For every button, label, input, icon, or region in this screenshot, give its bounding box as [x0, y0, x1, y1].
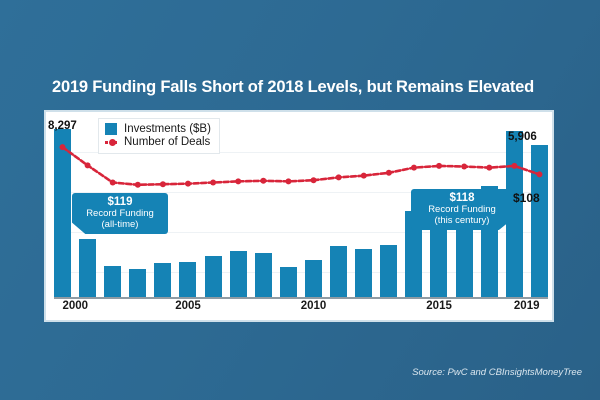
gridline — [54, 272, 548, 273]
bar — [179, 261, 197, 297]
page-title: 2019 Funding Falls Short of 2018 Levels,… — [52, 78, 535, 96]
bar — [129, 268, 147, 297]
line-marker — [385, 169, 392, 176]
legend-item-investments: Investments ($B) — [105, 123, 211, 135]
bar — [104, 266, 122, 297]
line-marker — [461, 163, 468, 170]
line-marker — [185, 180, 192, 187]
deals-end-value-label: 5,906 — [508, 131, 537, 143]
line-marker — [511, 162, 518, 169]
line-marker — [486, 164, 493, 171]
legend-label-deals: Number of Deals — [124, 136, 211, 148]
line-marker — [436, 162, 443, 169]
callout-value: $118 — [449, 192, 475, 204]
bar — [380, 244, 398, 297]
bar — [204, 256, 222, 297]
x-axis-labels: 2000 2005 2010 2015 2019 — [54, 300, 548, 318]
bar — [355, 249, 373, 297]
x-tick-label: 2005 — [175, 300, 201, 312]
line-marker — [109, 179, 116, 186]
bar — [279, 267, 297, 297]
line-marker — [260, 177, 267, 184]
legend-item-deals: Number of Deals — [105, 136, 211, 148]
line-marker — [84, 162, 91, 169]
line-marker — [285, 178, 292, 185]
bar — [505, 130, 523, 297]
bar — [154, 263, 172, 297]
bar — [304, 260, 322, 297]
deals-start-value-label: 8,297 — [48, 120, 77, 132]
bar — [229, 250, 247, 297]
last-bar-value-label: $108 — [513, 191, 540, 205]
line-marker — [235, 178, 242, 185]
bar — [530, 144, 548, 297]
x-axis-line — [54, 297, 548, 299]
x-tick-label: 2010 — [300, 300, 327, 312]
line-marker — [360, 172, 367, 179]
x-tick-label: 2019 — [513, 300, 540, 312]
legend-label-investments: Investments ($B) — [124, 123, 211, 135]
bar — [330, 246, 348, 297]
line-marker — [59, 144, 66, 151]
line-marker — [410, 164, 417, 171]
x-tick-label: 2015 — [426, 300, 452, 312]
bar — [405, 211, 423, 297]
bar — [254, 253, 272, 297]
callout-line1: Record Funding — [86, 207, 154, 219]
line-marker — [159, 181, 166, 188]
callout-value: $119 — [107, 196, 133, 208]
line-marker — [310, 177, 317, 184]
bar — [79, 239, 97, 297]
callout-line2: (all-time) — [101, 218, 139, 230]
line-marker — [536, 171, 543, 178]
gridline — [54, 192, 548, 193]
chart-legend: Investments ($B) Number of Deals — [98, 118, 220, 154]
callout-record-funding-all-time: $119 Record Funding (all-time) — [72, 193, 168, 235]
line-marker — [210, 179, 217, 186]
callout-line1: Record Funding — [428, 203, 496, 215]
callout-line2: (this century) — [434, 214, 490, 226]
gridline — [54, 232, 548, 233]
line-marker — [134, 181, 141, 188]
red-line-marker-icon — [105, 136, 117, 148]
gridline — [54, 152, 548, 153]
source-attribution: Source: PwC and CBInsightsMoneyTree — [412, 367, 582, 378]
deals-line-series — [59, 144, 543, 188]
x-tick-label: 2000 — [62, 300, 89, 312]
callout-record-funding-this-century: $118 Record Funding (this century) — [411, 189, 513, 231]
blue-square-icon — [105, 123, 117, 135]
bar — [54, 129, 71, 297]
line-marker — [335, 174, 342, 181]
